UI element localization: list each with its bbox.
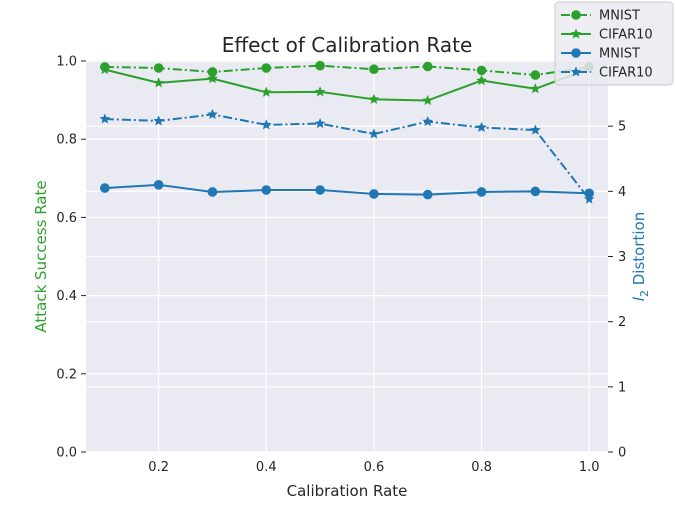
data-point (260, 119, 272, 130)
right-y-axis-title-subscript: 2 (638, 290, 651, 297)
x-axis-title: Calibration Rate (287, 482, 408, 500)
legend-label: CIFAR10 (599, 28, 653, 43)
left-y-tick-label: 0.6 (56, 211, 77, 226)
legend-item: CIFAR10 (561, 66, 653, 81)
data-point (583, 193, 595, 204)
right-y-tick-label: 2 (618, 315, 626, 330)
legend-label: CIFAR10 (599, 66, 653, 81)
x-tick-label: 1.0 (579, 460, 600, 475)
series-right-cifar10 (99, 108, 595, 204)
right-y-tick-label: 5 (618, 120, 626, 135)
left-y-tick-label: 0.0 (56, 446, 77, 461)
data-point (530, 186, 541, 197)
data-point (476, 187, 487, 197)
data-point (476, 121, 487, 132)
grid (86, 60, 608, 453)
right-y-tick-label: 3 (618, 250, 626, 265)
right-y-tick-label: 0 (618, 446, 626, 461)
data-point (260, 86, 272, 97)
data-point (369, 64, 379, 75)
legend: MNIST CIFAR10 MNIST CIFAR10 (554, 1, 674, 86)
data-point (314, 117, 326, 129)
data-point (422, 94, 434, 106)
series-line (104, 67, 590, 102)
legend-item: MNIST (561, 47, 640, 62)
data-point (530, 124, 541, 135)
data-point (153, 63, 164, 73)
right-y-tick-label: 4 (618, 185, 626, 200)
legend-label: MNIST (599, 9, 640, 24)
legend-item: CIFAR10 (561, 28, 653, 43)
data-point (530, 70, 541, 80)
data-point (422, 189, 433, 200)
data-point (207, 108, 218, 119)
left-y-axis-title: Attack Success Rate (32, 180, 50, 332)
chart-title: Effect of Calibration Rate (222, 33, 473, 57)
data-point (314, 86, 326, 97)
data-point (207, 73, 218, 84)
data-point (99, 64, 111, 75)
left-y-tick-label: 0.8 (56, 133, 77, 148)
data-point (315, 60, 325, 71)
data-point (476, 65, 487, 76)
legend-marker (571, 10, 581, 20)
x-tick-label: 0.2 (148, 460, 169, 475)
data-point (476, 74, 487, 86)
series-layer (99, 60, 595, 204)
data-point (99, 113, 111, 124)
data-point (153, 115, 164, 126)
legend-marker (571, 48, 581, 58)
series-right-mnist (100, 180, 594, 200)
series-line (104, 64, 590, 77)
data-point (153, 77, 164, 88)
series-line (104, 113, 590, 200)
x-tick-label: 0.4 (256, 460, 277, 475)
legend-marker (570, 28, 582, 39)
data-point (422, 116, 434, 127)
right-y-axis-title-rest: Distortion (630, 212, 648, 290)
data-point (207, 187, 218, 197)
x-tick-label: 0.6 (364, 460, 385, 475)
data-point (207, 67, 218, 77)
series-left-cifar10 (99, 63, 595, 106)
right-y-tick-label: 1 (618, 380, 626, 395)
data-point (369, 189, 379, 199)
legend-marker (570, 66, 582, 77)
left-y-tick-label: 1.0 (56, 55, 77, 70)
data-point (422, 61, 433, 72)
right-y-axis-title: l2 Distortion (630, 212, 651, 301)
series-line (104, 183, 590, 196)
data-point (530, 83, 541, 94)
left-y-tick-label: 0.4 (56, 289, 77, 304)
data-point (261, 185, 272, 195)
legend-box (554, 1, 674, 86)
x-tick-label: 0.8 (471, 460, 492, 475)
data-point (368, 128, 380, 139)
legend-label: MNIST (599, 47, 640, 62)
data-point (368, 93, 380, 104)
series-left-mnist (100, 60, 594, 80)
data-point (315, 185, 325, 195)
left-y-tick-label: 0.2 (56, 367, 77, 382)
data-point (261, 63, 272, 73)
data-point (100, 183, 110, 193)
data-point (153, 180, 164, 190)
legend-item: MNIST (561, 9, 640, 24)
ticks: 0.2 0.4 0.6 0.8 1.0 0.0 0.2 0.4 0.6 0.8 1.0 0 1 2 3 4 5 (56, 55, 626, 476)
right-y-axis-title-main: l (630, 296, 648, 301)
